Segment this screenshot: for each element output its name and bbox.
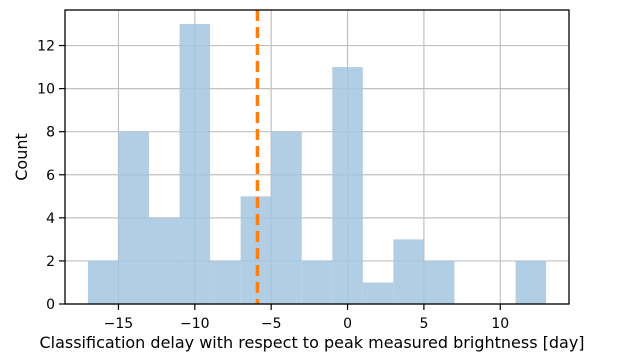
x-tick-label: 0 [343,316,352,332]
histogram-bar [118,131,149,304]
histogram-bar [271,131,302,304]
histogram-bars [87,24,547,304]
y-tick-label: 6 [46,168,55,184]
histogram-bar [362,282,394,304]
histogram-bar [515,260,547,304]
histogram-bar [210,260,241,304]
y-tick-label: 2 [46,254,55,270]
plot-frame [64,9,570,305]
x-axis-label: Classification delay with respect to pea… [39,333,584,352]
y-tick-label: 0 [46,297,55,313]
x-tick-label: 5 [419,316,428,332]
histogram-bar [149,217,180,304]
y-axis-ticks: 0 2 4 6 8 10 12 [37,39,65,313]
x-tick-label: −5 [261,316,282,332]
y-tick-label: 8 [46,125,55,141]
x-tick-label: −10 [180,316,210,332]
x-tick-label: 10 [491,316,509,332]
histogram-bar [179,24,211,304]
histogram-bar [423,260,455,304]
histogram-bar [332,67,363,304]
x-tick-label: −15 [104,316,134,332]
histogram-bar [393,239,424,304]
histogram-bar [87,260,119,304]
histogram-bar [301,260,333,304]
y-axis-label: Count [12,133,31,181]
y-tick-label: 10 [37,82,55,98]
y-tick-label: 12 [37,39,55,55]
x-axis-ticks: −15 −10 −5 0 5 10 [104,304,509,332]
y-tick-label: 4 [46,211,55,227]
